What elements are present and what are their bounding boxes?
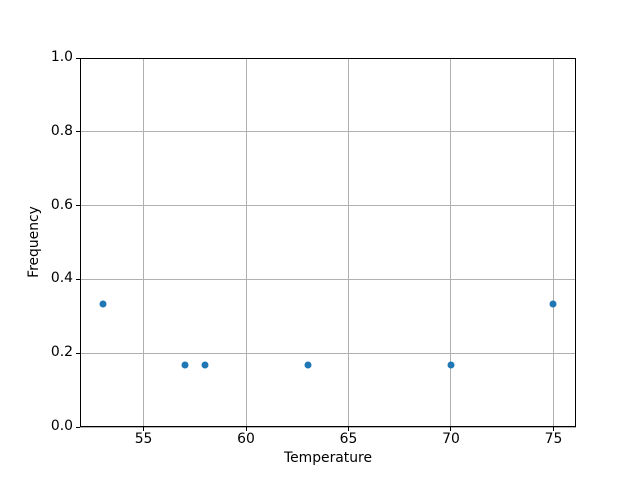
y-gridline [80,352,576,354]
data-point [304,361,311,369]
x-tick-mark [245,427,247,431]
plot-area [80,58,576,427]
y-tick-mark [76,57,80,59]
x-tick-label: 60 [237,431,255,447]
x-tick-mark [450,427,452,431]
x-tick-mark [143,427,145,431]
x-gridline [552,58,554,427]
x-gridline [143,58,145,427]
y-tick-mark [76,131,80,133]
x-tick-label: 70 [442,431,460,447]
y-tick-mark [76,278,80,280]
y-gridline [80,278,576,280]
x-gridline [450,58,452,427]
x-tick-label: 75 [544,431,563,447]
y-tick-mark [76,352,80,354]
x-tick-mark [552,427,554,431]
y-tick-label: 0.2 [50,344,73,361]
y-gridline [80,131,576,133]
y-tick-label: 0.8 [50,122,73,139]
y-gridline [80,426,576,428]
x-tick-label: 55 [134,431,153,447]
data-point [181,361,189,369]
y-gridline [80,205,576,207]
data-point [99,300,107,308]
data-point [201,361,209,369]
x-tick-label: 65 [339,431,358,447]
y-tick-label: 0.6 [50,196,73,213]
x-axis-label: Temperature [284,450,372,466]
y-tick-label: 0.0 [50,418,73,435]
y-tick-mark [76,205,80,207]
y-tick-label: 1.0 [50,49,73,66]
data-point [447,361,455,369]
y-tick-mark [76,426,80,428]
y-axis-label: Frequency [26,206,43,278]
y-tick-label: 0.4 [50,270,73,287]
x-gridline [347,58,349,427]
data-point [549,300,557,308]
x-gridline [245,58,247,427]
x-tick-mark [347,427,349,431]
